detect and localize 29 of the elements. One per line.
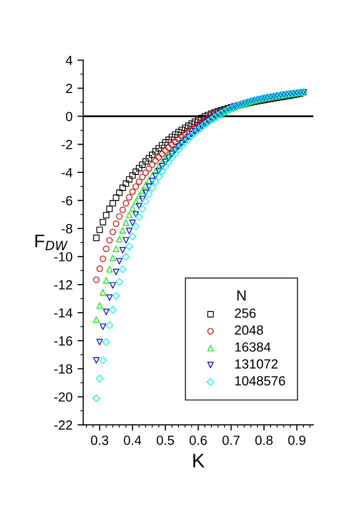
legend-label: 16384 (235, 342, 271, 352)
legend-label: 131072 (235, 359, 278, 369)
y-tick-label: -8 (62, 224, 72, 234)
y-tick-label: -10 (54, 252, 72, 262)
legend-title: N (237, 290, 246, 301)
legend-label: 2048 (234, 325, 264, 335)
y-tick-label: -14 (54, 308, 72, 318)
y-tick-label: -22 (54, 420, 72, 430)
y-tick-label: -6 (62, 196, 72, 206)
y-tick-label: 4 (66, 56, 72, 65)
x-tick-label: 0.7 (222, 436, 240, 445)
y-tick-label: -16 (54, 336, 72, 346)
x-axis-title: K (193, 454, 205, 468)
y-tick-label: 2 (66, 84, 72, 94)
y-tick-label: 0 (66, 112, 72, 122)
y-tick-label: -20 (54, 392, 72, 402)
x-tick-label: 0.5 (156, 436, 174, 445)
y-tick-label: -2 (62, 140, 72, 150)
x-tick-label: 0.4 (124, 436, 142, 445)
legend-label: 256 (234, 308, 256, 318)
legend-label: 1048576 (235, 376, 286, 386)
y-axis-title: F$_{DW}$ (35, 234, 68, 250)
y-tick-label: -18 (54, 364, 72, 374)
x-tick-label: 0.9 (288, 436, 306, 445)
y-tick-label: -12 (54, 280, 72, 290)
x-tick-label: 0.6 (190, 436, 207, 445)
y-tick-label: -4 (62, 168, 72, 178)
x-tick-label: 0.3 (90, 436, 108, 445)
x-tick-label: 0.8 (255, 436, 273, 445)
